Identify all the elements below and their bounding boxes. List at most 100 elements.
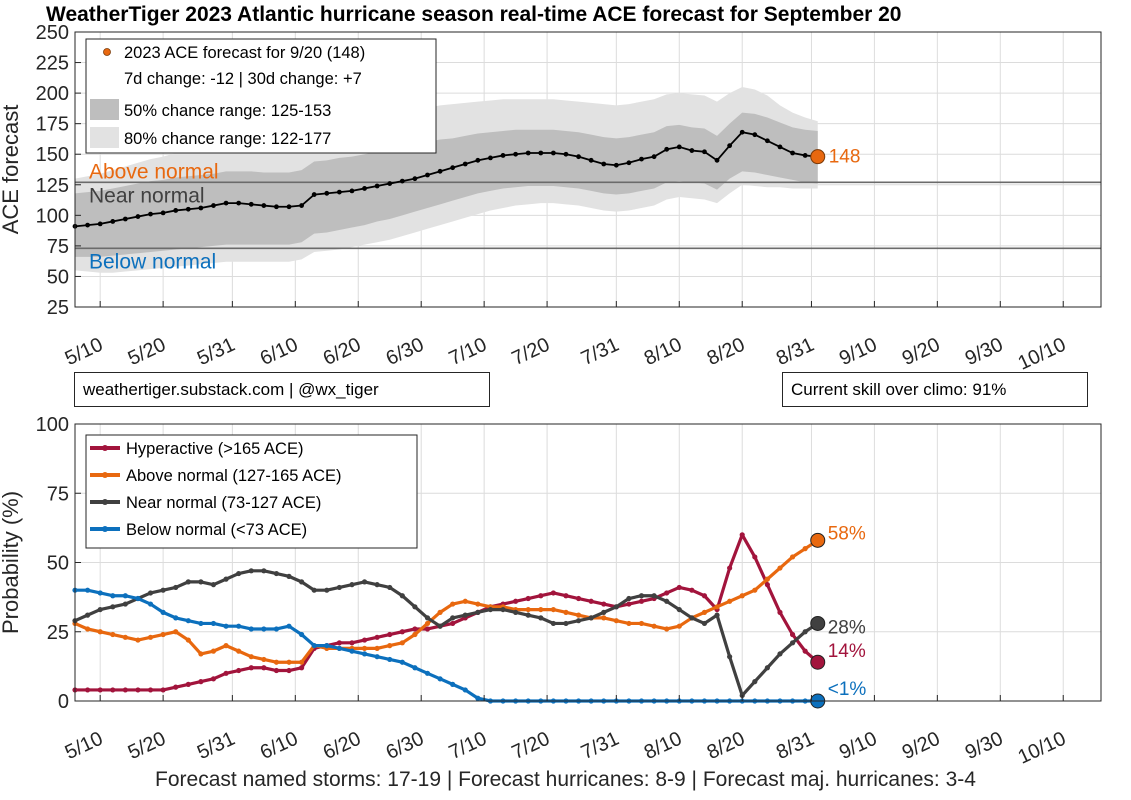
- prob-point-below: [122, 593, 128, 599]
- prob-point-orange: [575, 612, 582, 618]
- prob-point-orange: [727, 598, 733, 604]
- x-tick-label: 8/31: [773, 334, 818, 370]
- prob-point-orange: [223, 643, 229, 649]
- prob-point-hyper: [299, 665, 305, 671]
- prob-point-orange: [236, 648, 242, 654]
- x-tick-label: 5/20: [125, 334, 170, 370]
- x-tick-label: 7/31: [578, 334, 623, 370]
- legend-swatch-80: [90, 127, 119, 148]
- y-tick-label: 100: [36, 205, 69, 227]
- ace-forecast-point: [727, 143, 733, 149]
- prob-point-hyper: [802, 648, 808, 654]
- credit-box: weathertiger.substack.com | @wx_tiger: [74, 372, 490, 407]
- prob-point-hyper: [210, 676, 217, 682]
- prob-point-hyper: [223, 670, 229, 676]
- legend-dot-below: [102, 526, 108, 532]
- prob-point-orange: [374, 645, 380, 651]
- prob-point-hyper: [248, 665, 254, 671]
- y-axis-label: ACE forecast: [0, 105, 23, 235]
- prob-point-orange: [361, 645, 368, 651]
- ace-forecast-point: [274, 204, 279, 210]
- prob-end-label-orange: 58%: [828, 523, 866, 544]
- prob-point-near: [764, 665, 770, 671]
- prob-point-below: [236, 623, 242, 629]
- prob-point-hyper: [160, 687, 166, 693]
- ace-forecast-point: [613, 162, 619, 168]
- x-tick-label: 9/10: [836, 334, 881, 370]
- prob-point-near: [173, 584, 179, 591]
- ace-current-marker: [810, 149, 826, 165]
- ace-forecast-point: [790, 150, 795, 156]
- x-tick-label: 7/31: [578, 728, 623, 764]
- prob-point-near: [676, 606, 682, 613]
- ace-forecast-point: [437, 168, 443, 174]
- ace-forecast-point: [462, 161, 468, 167]
- x-tick-label: 5/31: [194, 728, 239, 764]
- prob-point-near: [689, 615, 695, 621]
- ace-forecast-point: [739, 129, 745, 135]
- prob-point-hyper: [424, 626, 431, 632]
- prob-point-hyper: [777, 609, 783, 615]
- prob-point-near: [236, 570, 242, 577]
- prob-point-orange: [613, 618, 619, 624]
- prob-point-orange: [714, 604, 720, 610]
- prob-point-hyper: [185, 681, 191, 687]
- prob-point-hyper: [412, 626, 418, 632]
- prob-point-orange: [173, 629, 179, 635]
- ace-forecast-point: [412, 176, 418, 182]
- prob-point-below: [399, 659, 405, 665]
- prob-point-near: [248, 568, 254, 574]
- ace-forecast-point: [223, 200, 229, 206]
- prob-point-hyper: [575, 595, 582, 602]
- x-tick-label: 8/10: [641, 728, 686, 764]
- prob-point-hyper: [638, 598, 645, 604]
- prob-point-orange: [248, 654, 254, 660]
- prob-point-near: [500, 606, 506, 613]
- prob-point-near: [374, 582, 380, 588]
- ace-forecast-point: [387, 181, 393, 186]
- ace-forecast-point: [450, 165, 456, 171]
- prob-point-orange: [550, 606, 556, 613]
- ace-forecast-point: [236, 200, 242, 206]
- prob-point-hyper: [701, 593, 708, 599]
- prob-point-below: [311, 643, 317, 649]
- prob-end-marker-near: [810, 615, 826, 631]
- prob-point-near: [97, 606, 103, 613]
- ace-forecast-point: [286, 204, 292, 210]
- ace-forecast-point: [639, 156, 644, 162]
- prob-point-near: [651, 593, 657, 599]
- ace-forecast-point: [110, 219, 116, 224]
- page-title: WeatherTiger 2023 Atlantic hurricane sea…: [46, 3, 902, 26]
- prob-point-orange: [626, 620, 632, 627]
- prob-point-near: [361, 579, 368, 585]
- prob-point-near: [147, 590, 154, 596]
- prob-point-near: [613, 604, 619, 610]
- prob-point-below: [210, 620, 217, 627]
- ace-forecast-point: [425, 172, 430, 178]
- prob-point-near: [185, 579, 191, 585]
- ace-forecast-point: [676, 144, 682, 150]
- x-tick-label: 8/20: [704, 728, 749, 764]
- prob-point-orange: [185, 637, 191, 643]
- ace-legend-box: [85, 38, 437, 154]
- ace-forecast-point: [525, 150, 531, 156]
- x-tick-label: 10/10: [1015, 728, 1070, 769]
- prob-point-orange: [387, 643, 393, 649]
- prob-end-marker-hyper: [810, 654, 826, 670]
- y-tick-label: 100: [36, 414, 69, 436]
- prob-point-orange: [122, 634, 128, 640]
- prob-point-hyper: [374, 634, 380, 640]
- prob-point-near: [714, 612, 720, 618]
- x-tick-label: 6/10: [257, 334, 302, 370]
- prob-point-orange: [160, 631, 166, 638]
- forecast-footer: Forecast named storms: 17-19 | Forecast …: [155, 768, 976, 791]
- prob-point-near: [638, 593, 645, 599]
- x-tick-label: 6/10: [257, 728, 302, 764]
- prob-point-below: [286, 623, 292, 629]
- x-tick-label: 7/20: [509, 728, 554, 764]
- skill-box: Current skill over climo: 91%: [782, 372, 1088, 407]
- prob-point-near: [701, 620, 708, 627]
- ace-forecast-point: [626, 160, 632, 166]
- prob-end-label-hyper: 14%: [828, 641, 866, 662]
